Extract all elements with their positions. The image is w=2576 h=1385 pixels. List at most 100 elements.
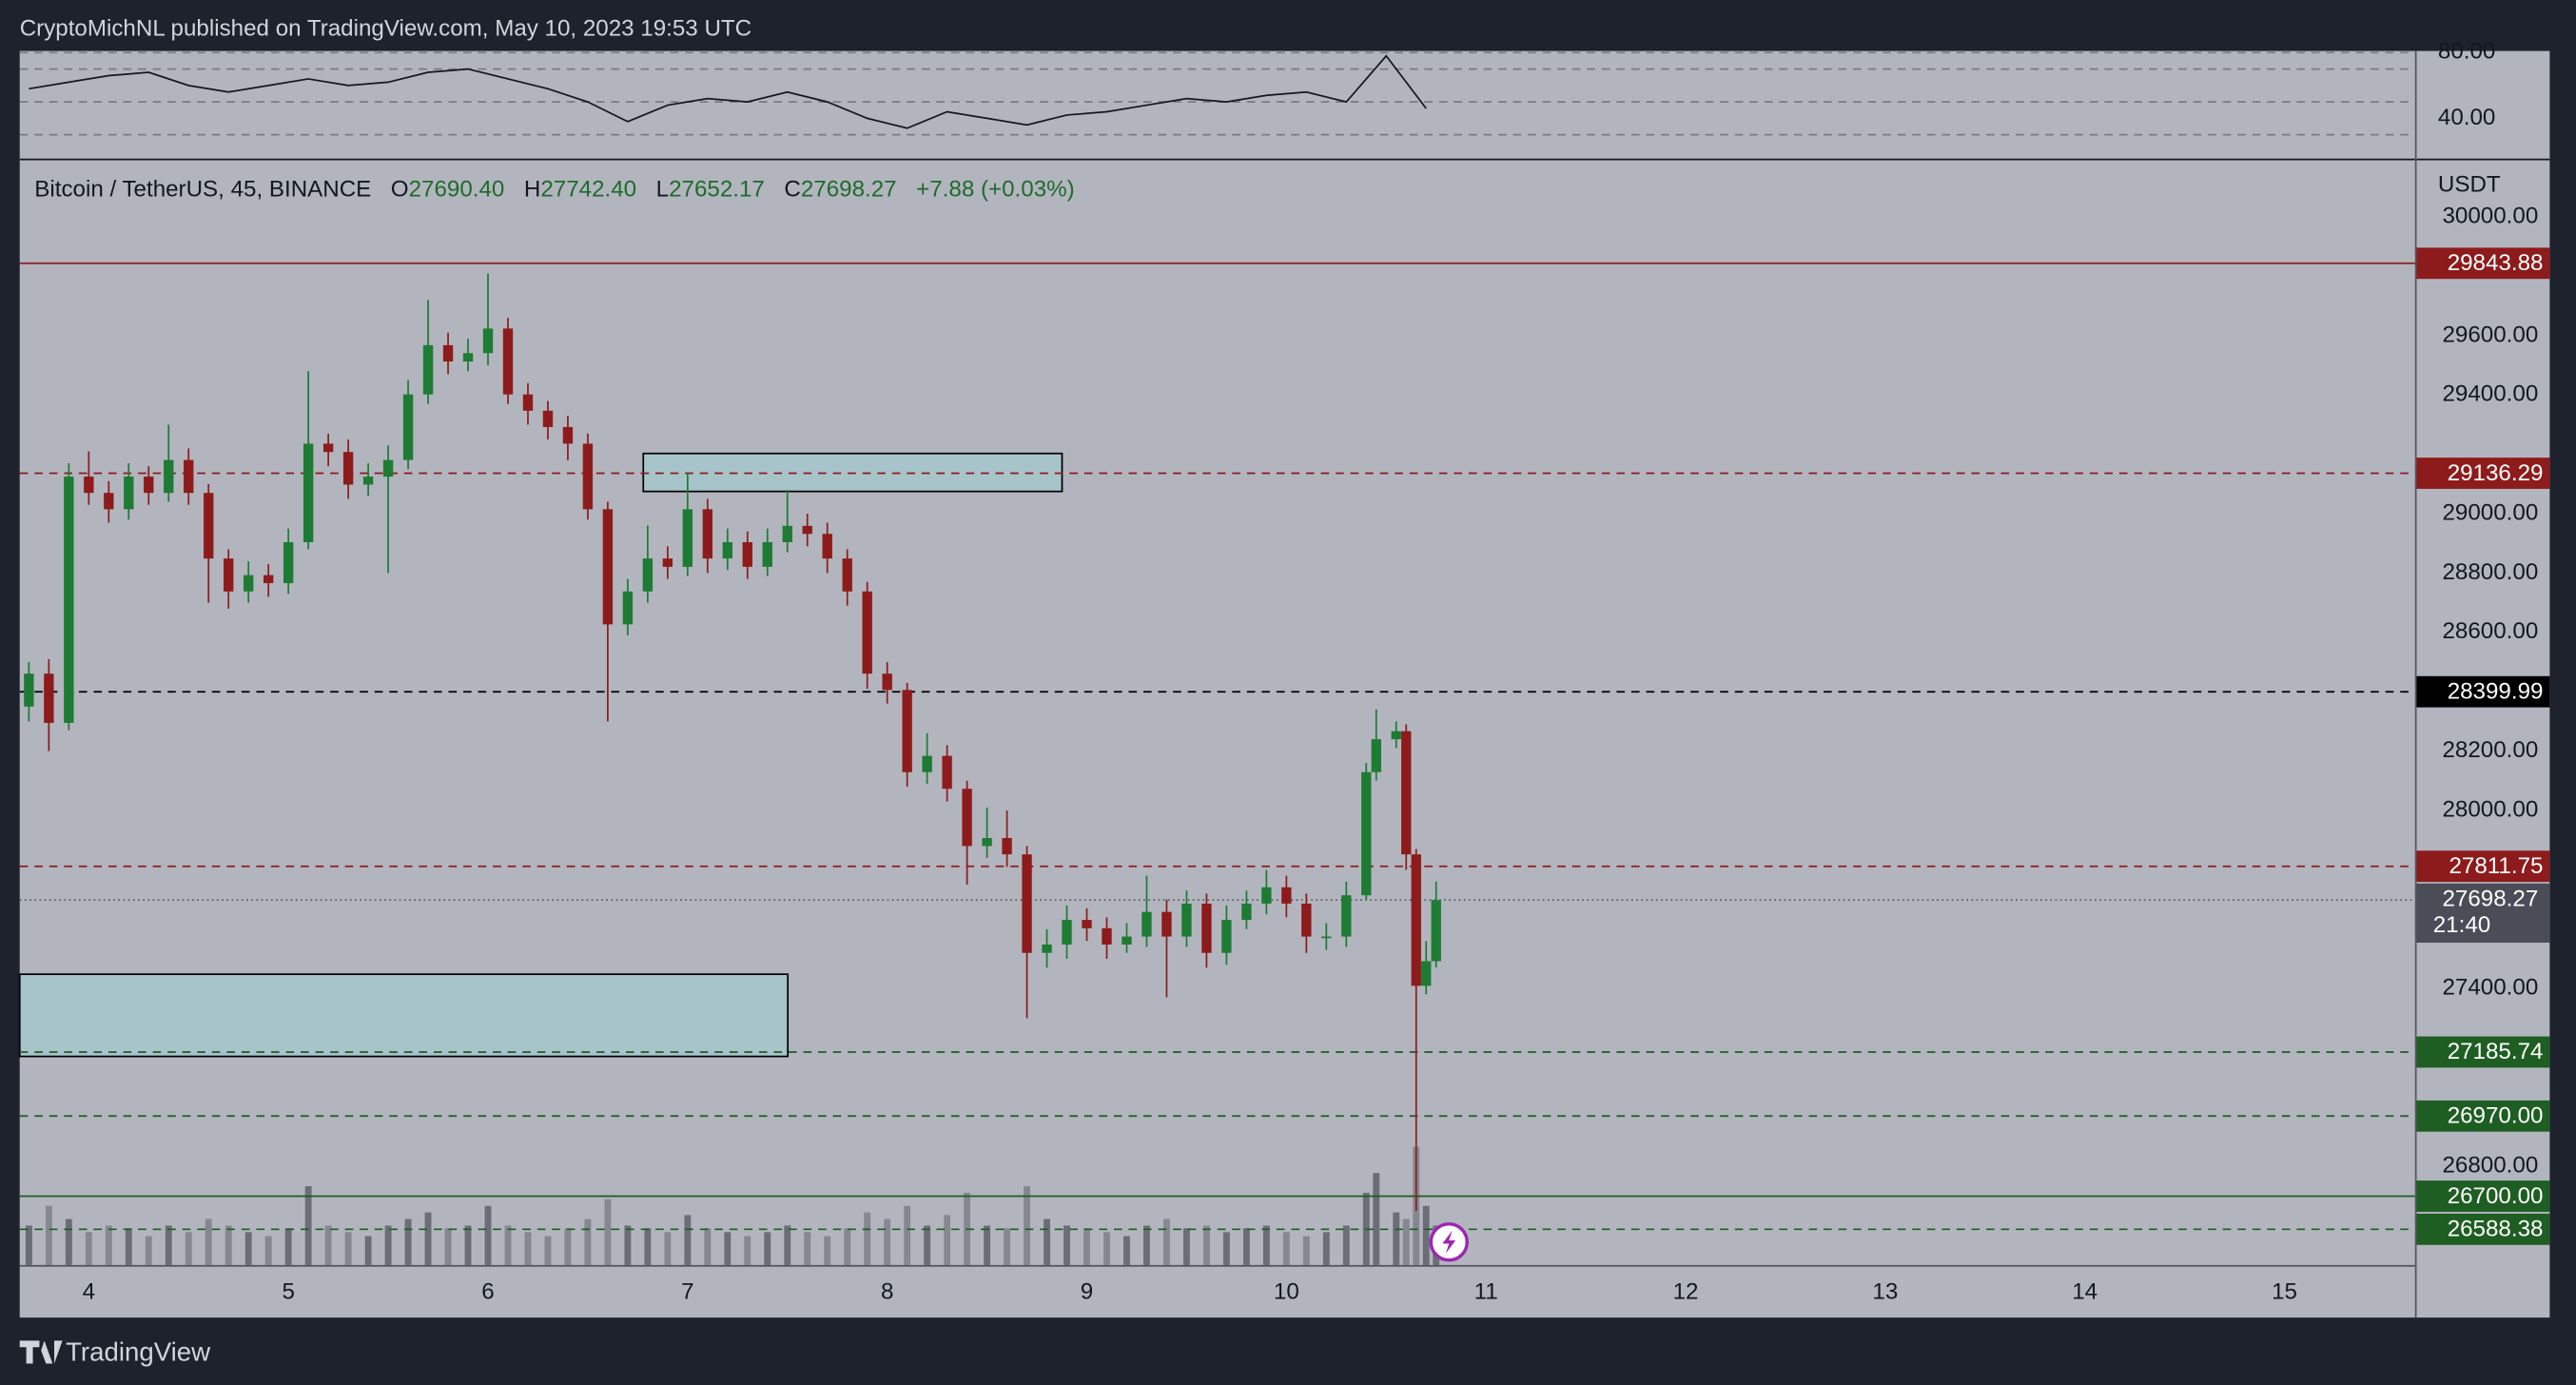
volume-bar <box>65 1219 72 1265</box>
candle-body <box>1221 920 1232 953</box>
chart-area <box>19 50 2550 1318</box>
volume-bar <box>85 1232 92 1265</box>
volume-bar <box>644 1228 652 1265</box>
volume-bar <box>125 1228 132 1265</box>
candle-body <box>322 443 334 453</box>
ohlc-label: C <box>784 177 800 203</box>
plot: 30000.00 29600.00 29400.00 29000.00 28800.00… <box>18 39 2550 1305</box>
volume-bar <box>1322 1232 1330 1265</box>
volume-bar <box>544 1236 552 1265</box>
candle-body <box>44 673 54 723</box>
candle-body <box>442 344 454 362</box>
y-tick-label: 28000.00 <box>2443 796 2539 822</box>
last-price-label: 27698.27 <box>2443 886 2539 911</box>
ohlc-value: 27690.40 <box>409 177 505 203</box>
y-tick-label: 27400.00 <box>2443 975 2539 1001</box>
candle-body <box>882 673 892 691</box>
candle-body <box>1401 731 1412 855</box>
candle-body <box>802 525 812 535</box>
level-label: 28399.99 <box>2448 678 2544 704</box>
level-label-box <box>2416 458 2550 489</box>
candle-body <box>1371 739 1381 772</box>
level-label-box <box>2416 1036 2550 1068</box>
candle-body <box>263 575 274 584</box>
candle-body <box>24 673 34 707</box>
volume-bar <box>884 1219 891 1265</box>
candle-body <box>462 353 474 362</box>
level-label-box <box>2416 1100 2550 1132</box>
candle-body <box>622 591 634 625</box>
x-tick-label: 9 <box>1081 1279 1093 1305</box>
volume-bar <box>244 1232 252 1265</box>
volume-bar <box>764 1232 771 1265</box>
candle-body <box>1321 936 1332 939</box>
volume-bar <box>824 1236 831 1265</box>
candle-body <box>422 344 434 395</box>
candle-body <box>1301 903 1312 937</box>
candle-body <box>1002 837 1012 855</box>
candle-body <box>1241 903 1252 921</box>
volume-bar <box>444 1228 452 1265</box>
candle-body <box>582 443 594 510</box>
candle-body <box>482 328 494 354</box>
volume-bar <box>564 1228 572 1265</box>
volume-bar <box>1373 1173 1380 1265</box>
candle-body <box>602 509 614 625</box>
candle-body <box>1142 911 1152 937</box>
volume-bar <box>344 1232 352 1265</box>
candle-body <box>1411 854 1421 986</box>
symbol: Bitcoin / TetherUS, 45, BINANCE <box>34 177 371 203</box>
candle-body <box>902 690 912 772</box>
volume-bar <box>864 1212 871 1265</box>
volume-bar <box>1242 1228 1250 1265</box>
volume-bar <box>1044 1219 1050 1265</box>
volume-bar <box>664 1232 672 1265</box>
publisher: CryptoMichNL published on TradingView.co… <box>20 16 751 42</box>
level-label-box <box>2416 675 2550 708</box>
volume-bar <box>224 1225 232 1265</box>
candle-body <box>1281 887 1292 904</box>
change: +7.88 (+0.03%) <box>916 177 1075 203</box>
level-label-box <box>2416 1213 2550 1245</box>
candle-body <box>942 755 952 790</box>
candle-body <box>84 477 94 494</box>
volume-bar <box>944 1215 951 1265</box>
volume-bar <box>1393 1212 1400 1265</box>
level-label-box <box>2416 850 2550 883</box>
candle-body <box>124 477 134 510</box>
volume-bar <box>1302 1236 1310 1265</box>
x-tick-label: 10 <box>1274 1279 1299 1305</box>
volume-bar <box>784 1225 791 1265</box>
y-tick-label: 29400.00 <box>2443 381 2539 407</box>
candle-body <box>962 789 972 847</box>
x-tick-label: 8 <box>881 1279 893 1305</box>
candle-body <box>842 558 852 592</box>
x-tick-label: 11 <box>1474 1279 1498 1305</box>
volume-bar <box>424 1212 432 1265</box>
ohlc-value: 27652.17 <box>669 177 765 203</box>
level-label: 26970.00 <box>2448 1103 2544 1129</box>
volume-bar <box>364 1236 372 1265</box>
volume-bar <box>264 1236 272 1265</box>
volume-bar <box>804 1232 811 1265</box>
candle-body <box>1361 771 1372 896</box>
candle-body <box>702 509 712 559</box>
candle-body <box>982 837 992 847</box>
axis-unit: USDT <box>2438 172 2501 198</box>
y-tick-label: 28600.00 <box>2443 618 2539 644</box>
candle-body <box>502 328 514 395</box>
y-tick-label: 28200.00 <box>2443 737 2539 763</box>
volume-bar <box>105 1225 112 1265</box>
volume-bar <box>185 1232 192 1265</box>
candle-body <box>642 558 654 592</box>
candle-body <box>382 459 394 478</box>
volume-bar <box>1004 1228 1011 1265</box>
volume-bar <box>724 1232 732 1265</box>
x-tick-label: 12 <box>1673 1279 1699 1305</box>
level-label: 27811.75 <box>2449 853 2543 879</box>
level-label: 26588.38 <box>2448 1217 2544 1242</box>
volume-bar <box>704 1228 712 1265</box>
volume-bar <box>1024 1185 1031 1265</box>
candle-body <box>1341 895 1352 937</box>
